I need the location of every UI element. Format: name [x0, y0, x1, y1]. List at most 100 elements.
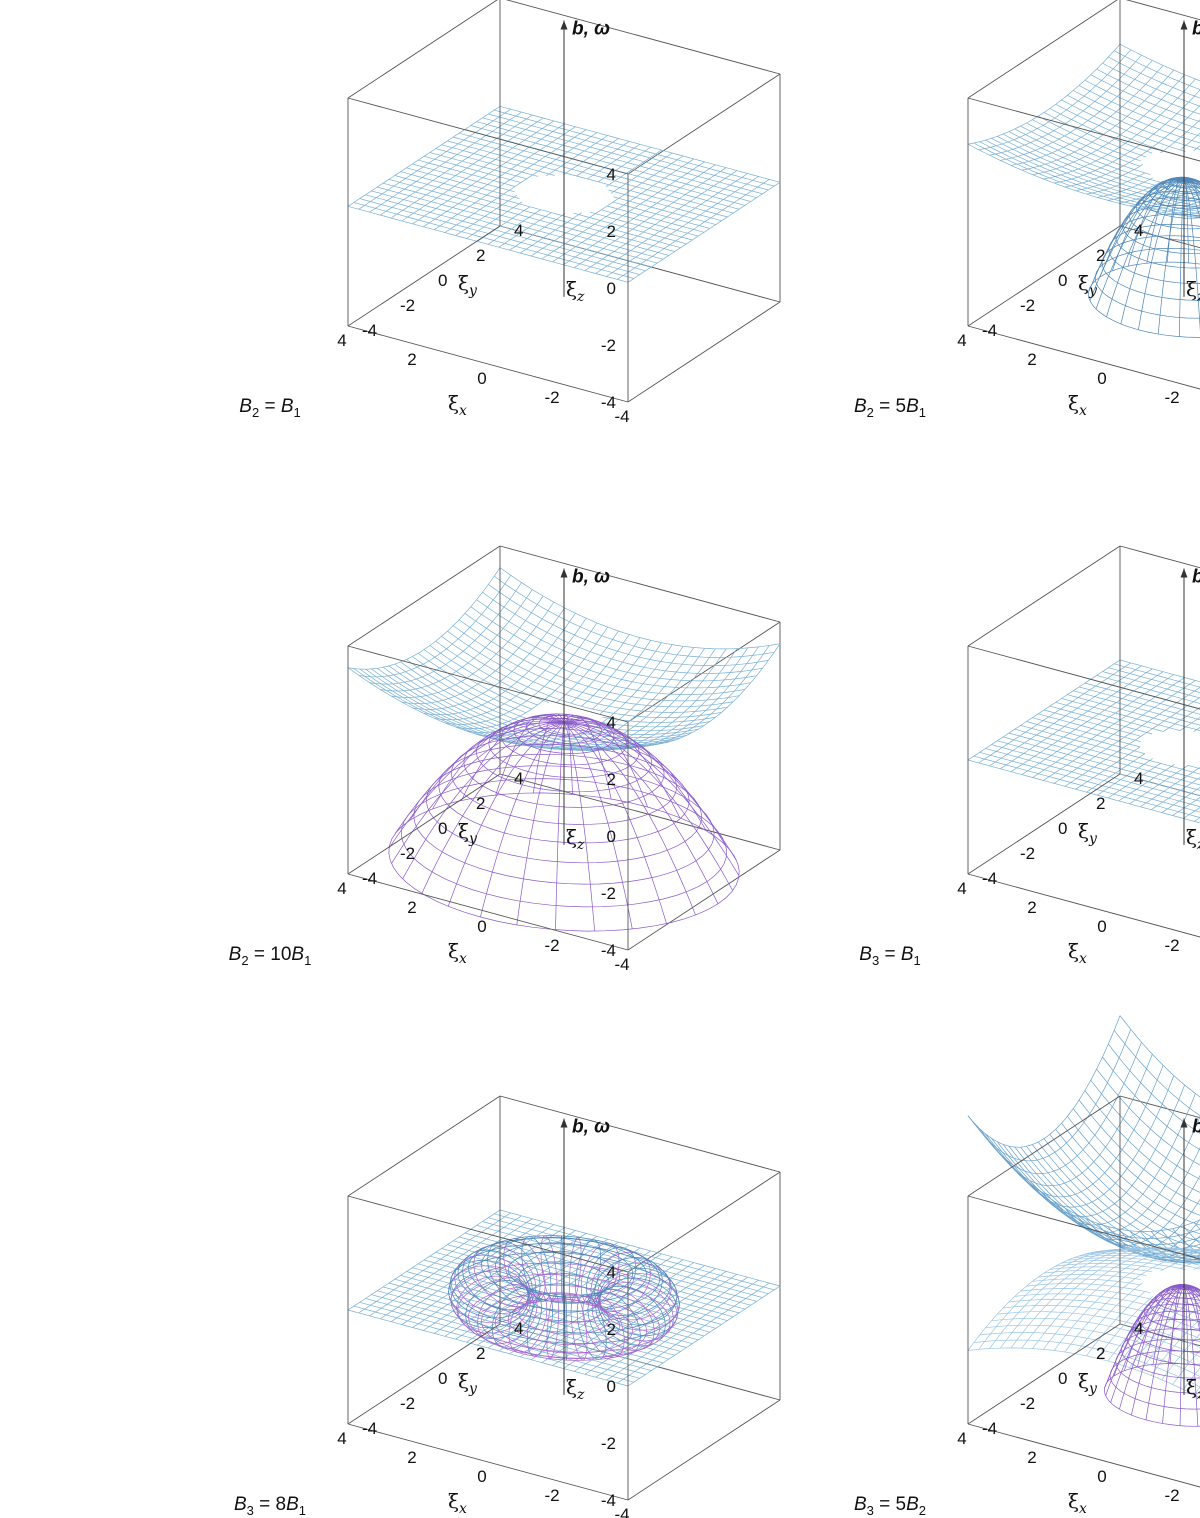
box-front-edge	[347, 97, 629, 175]
surface-gridline	[606, 646, 759, 749]
surface-gridline	[451, 735, 677, 825]
surface-gridline	[1183, 179, 1200, 194]
surface-gridline	[1149, 181, 1200, 210]
surface-gridline	[1108, 223, 1200, 284]
surface-gridline	[1183, 179, 1200, 190]
arrow-label: b, ω	[572, 1116, 610, 1137]
surface-gridline	[447, 140, 728, 218]
surface-gridline	[453, 136, 734, 214]
surface-gridline	[463, 728, 665, 808]
surface-gridline	[1183, 1286, 1200, 1292]
arrow-label: b, ω	[1192, 1116, 1200, 1137]
surface-gridline	[564, 1295, 568, 1361]
surface-gridline	[1038, 713, 1141, 742]
box-front-edge	[967, 1195, 1200, 1260]
surface-gridline	[501, 715, 627, 766]
box-front-edge	[967, 97, 1200, 162]
surface-gridline	[412, 656, 693, 739]
surface-gridline	[1026, 122, 1200, 188]
panel-caption: B2 = 5B1	[854, 396, 926, 420]
surface-gridline	[985, 1324, 1200, 1367]
x-tick-label: 4	[337, 879, 346, 898]
surface-gridline	[1150, 777, 1200, 810]
surface-gridline	[383, 182, 664, 260]
surface-gridline	[973, 142, 1200, 217]
surface-gridline	[1011, 65, 1164, 166]
box-front-edge	[967, 873, 1200, 938]
surface-gridline	[371, 190, 652, 268]
surface-gridline	[1067, 694, 1200, 732]
surface-gridline	[347, 1309, 629, 1387]
surface-gridline	[509, 149, 662, 251]
surface-gridline	[525, 1292, 603, 1324]
surface-gridline	[459, 132, 740, 210]
y-tick-label: 4	[514, 769, 523, 788]
y-tick-label: -4	[362, 869, 377, 888]
surface-gridline	[1026, 1283, 1200, 1308]
box-back-edge	[1119, 1323, 1200, 1347]
surface-gridline	[967, 1347, 1200, 1399]
arrow-label: b, ω	[572, 18, 610, 39]
x-tick-label: 2	[1027, 1448, 1036, 1467]
y-tick-label: 4	[514, 221, 523, 240]
surface-gridline	[1049, 1266, 1153, 1273]
surface-gridline	[1032, 1144, 1200, 1261]
surface-gridline	[1094, 247, 1200, 319]
surface-gridline	[382, 666, 664, 749]
box-front-edge	[967, 225, 1121, 327]
x-tick-label: 4	[957, 879, 966, 898]
y-tick-label: -4	[982, 321, 997, 340]
surface-gridline	[1183, 807, 1200, 819]
box-front-edge	[347, 645, 629, 723]
surface-gridline	[400, 661, 681, 744]
surface-gridline	[494, 109, 775, 187]
surface-gridline	[377, 1290, 658, 1368]
surface-gridline	[1102, 62, 1200, 107]
surface-gridline	[520, 152, 673, 254]
x-axis-title: ξx	[1068, 391, 1087, 419]
surface-gridline	[441, 636, 722, 718]
x-tick-label: 0	[1097, 917, 1106, 936]
box-front-edge	[347, 773, 501, 875]
y-tick-label: 2	[1096, 794, 1105, 813]
surface-gridline	[1172, 797, 1200, 816]
surface-gridline	[494, 1213, 775, 1291]
arrow-label: b, ω	[1192, 18, 1200, 39]
surface-gridline	[1067, 1257, 1200, 1270]
z-axis-title: ξz	[566, 277, 585, 305]
surface-bowl	[967, 1015, 1200, 1264]
chart-panel-3: b, ω -4 -2 0 2 4 -4 -2 0 2 4 -4 -2 0 2 4 ξz ξx ξy B2 = 10B1	[229, 545, 781, 974]
x-axis-title: ξx	[1068, 1489, 1087, 1517]
surface-gridline	[435, 640, 716, 723]
box-back-edge	[627, 1399, 781, 1501]
box-back-edge	[499, 773, 781, 851]
surface-gridline	[441, 144, 722, 222]
box-back-edge	[1119, 1095, 1200, 1119]
surface-gridline	[1053, 1115, 1200, 1234]
surface-gridline	[1067, 1116, 1200, 1226]
surface-gridline	[499, 105, 781, 183]
arrow-label: b, ω	[572, 566, 610, 587]
box-back-edge	[1119, 225, 1200, 249]
surface-torus	[448, 1235, 680, 1361]
surface-gridline	[1129, 197, 1200, 242]
surface-gridline	[1090, 1249, 1200, 1257]
surface-gridline	[1108, 56, 1200, 99]
surface-gridline	[1151, 193, 1200, 211]
surface-gridline	[1014, 1146, 1200, 1264]
box-back-edge	[627, 301, 781, 403]
surface-gridline	[1193, 1222, 1200, 1230]
surface-gridline	[400, 171, 681, 249]
surface-gridline	[1014, 128, 1200, 196]
box-front-edge	[967, 325, 1200, 390]
surface-gridline	[1055, 1263, 1164, 1270]
surface-gridline	[455, 135, 608, 236]
box-front-edge	[967, 645, 1200, 710]
x-tick-label: 2	[1027, 898, 1036, 917]
surface-gridline	[1043, 1270, 1147, 1276]
y-axis-title: ξy	[1078, 271, 1098, 299]
y-tick-label: -2	[1020, 296, 1035, 315]
surface-gridline	[1119, 43, 1200, 82]
surface-gridline	[1119, 1015, 1200, 1098]
z-axis-title: ξz	[566, 1375, 585, 1403]
